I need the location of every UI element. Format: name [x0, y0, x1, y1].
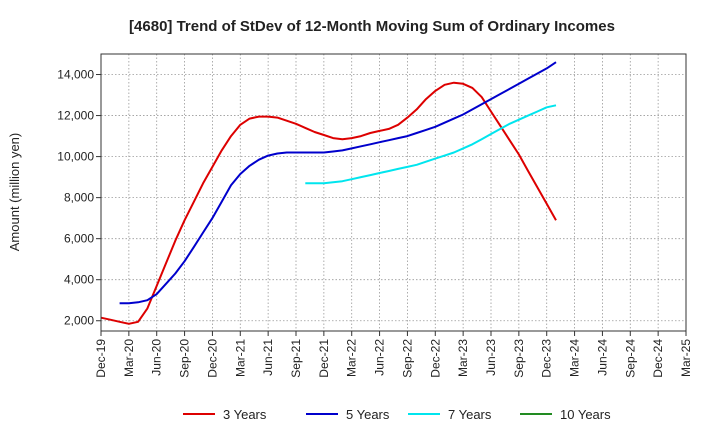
x-tick-label: Jun-20 — [150, 339, 164, 376]
y-tick-label: 2,000 — [64, 314, 94, 328]
x-tick-label: Mar-23 — [456, 339, 470, 377]
x-tick-label: Dec-21 — [317, 339, 331, 378]
x-tick-label: Sep-22 — [400, 339, 414, 378]
series-line-3-years — [100, 81, 557, 325]
x-tick-label: Sep-21 — [289, 339, 303, 378]
x-tick-label: Jun-22 — [373, 339, 387, 376]
series-line-7-years — [305, 104, 557, 185]
y-axis-label: Amount (million yen) — [7, 133, 22, 252]
x-tick-label: Mar-24 — [568, 339, 582, 377]
gridlines — [101, 54, 686, 331]
legend: 3 Years 5 Years 7 Years 10 Years — [183, 407, 611, 422]
x-tick-label: Sep-23 — [512, 339, 526, 378]
x-tick-label: Mar-25 — [679, 339, 693, 377]
x-tick-label: Sep-20 — [178, 339, 192, 378]
x-tick-label: Dec-22 — [428, 339, 442, 378]
y-tick-label: 10,000 — [57, 150, 94, 164]
series-line-5-years — [119, 61, 557, 305]
y-tick-label: 8,000 — [64, 191, 94, 205]
x-tick-label: Jun-23 — [484, 339, 498, 376]
x-tick-label: Mar-21 — [233, 339, 247, 377]
x-tick-label: Jun-24 — [595, 339, 609, 376]
y-axis: 2,000 4,000 6,000 8,000 10,000 12,000 14,000 — [57, 68, 101, 328]
legend-label: 3 Years — [223, 407, 267, 422]
x-tick-label: Jun-21 — [261, 339, 275, 376]
y-tick-label: 4,000 — [64, 273, 94, 287]
y-tick-label: 6,000 — [64, 232, 94, 246]
legend-label: 10 Years — [560, 407, 611, 422]
x-tick-label: Dec-19 — [94, 339, 108, 378]
x-tick-label: Mar-22 — [345, 339, 359, 377]
x-axis: Dec-19 Mar-20 Jun-20 Sep-20 Dec-20 Mar-21 Jun-… — [94, 331, 693, 378]
y-tick-label: 14,000 — [57, 68, 94, 82]
series-lines — [100, 61, 557, 325]
y-tick-label: 12,000 — [57, 109, 94, 123]
legend-label: 7 Years — [448, 407, 492, 422]
x-tick-label: Dec-20 — [205, 339, 219, 378]
plot-area — [100, 53, 687, 332]
x-tick-label: Dec-24 — [651, 339, 665, 378]
x-tick-label: Mar-20 — [122, 339, 136, 377]
legend-label: 5 Years — [346, 407, 390, 422]
x-tick-label: Dec-23 — [540, 339, 554, 378]
x-tick-label: Sep-24 — [623, 339, 637, 378]
chart-title: [4680] Trend of StDev of 12-Month Moving… — [129, 18, 615, 35]
